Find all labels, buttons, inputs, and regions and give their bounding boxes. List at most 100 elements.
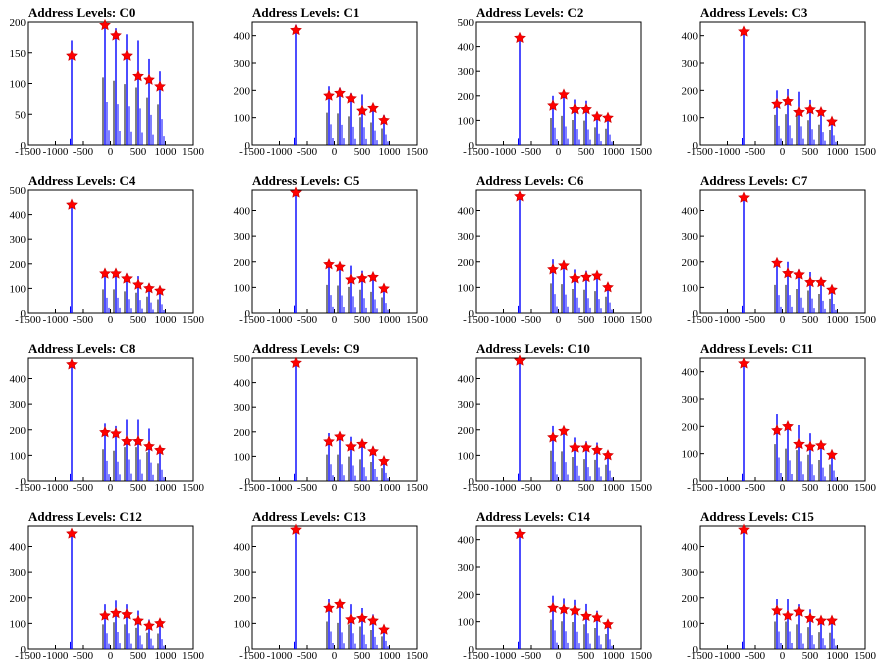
x-tick-label: -1000 <box>491 482 517 494</box>
peak-marker <box>367 101 379 114</box>
y-tick-label: 300 <box>234 402 251 414</box>
peak-marker <box>290 186 302 198</box>
y-tick-label: 0 <box>245 308 251 320</box>
y-tick-label: 100 <box>234 113 251 125</box>
plot-frame <box>699 189 866 314</box>
plot-frame <box>251 525 418 650</box>
y-tick-label: 500 <box>234 353 251 365</box>
y-tick-label: 400 <box>234 206 251 218</box>
histogram-plot: -1500 -1000 -500 0 500 1000 1500 0 100 200 300 400 <box>458 189 653 326</box>
y-tick-label: 100 <box>234 451 251 463</box>
histogram-panel: Address Levels: C2 -1500 -1000 -500 0 500 1000… <box>448 0 672 168</box>
y-tick-label: 200 <box>682 421 699 433</box>
peak-marker <box>121 608 133 620</box>
x-tick-label: 500 <box>802 482 819 494</box>
x-tick-label: -1000 <box>43 650 69 662</box>
peak-marker <box>99 426 111 438</box>
peak-marker <box>591 269 603 281</box>
x-tick-label: 500 <box>354 314 371 326</box>
peak-marker <box>547 263 559 275</box>
peak-marker <box>591 611 603 623</box>
plot-frame <box>699 525 866 650</box>
panel-title: Address Levels: C3 <box>700 5 808 20</box>
x-tick-label: -500 <box>297 482 318 494</box>
y-tick-label: 200 <box>10 593 27 605</box>
y-tick-label: 100 <box>234 618 251 630</box>
peak-marker <box>110 29 122 41</box>
y-tick-label: 200 <box>234 593 251 605</box>
peak-marker <box>738 357 750 369</box>
x-tick-label: 1000 <box>827 314 850 326</box>
y-tick-label: 0 <box>693 308 699 320</box>
plot-frame <box>27 525 194 650</box>
histogram-panel: Address Levels: C4 -1500 -1000 -500 0 500 1000… <box>0 168 224 336</box>
peak-marker <box>143 619 155 631</box>
peak-marker <box>132 614 144 626</box>
x-tick-label: 0 <box>332 482 338 494</box>
peak-marker <box>143 282 155 294</box>
y-tick-label: 200 <box>458 589 475 601</box>
x-tick-label: 1500 <box>182 482 205 494</box>
peak-marker <box>771 256 783 269</box>
x-tick-label: -1000 <box>491 146 517 158</box>
histogram-panel: Address Levels: C7 -1500 -1000 -500 0 500 1000… <box>672 168 896 336</box>
y-tick-label: 400 <box>682 206 699 218</box>
y-tick-label: 100 <box>10 450 27 462</box>
histogram-panel: Address Levels: C9 -1500 -1000 -500 0 500 1000… <box>224 336 448 504</box>
histogram-panel: Address Levels: C8 -1500 -1000 -500 0 500 1000… <box>0 336 224 504</box>
x-tick-label: 500 <box>578 314 595 326</box>
peak-marker <box>121 49 133 61</box>
y-tick-label: 100 <box>458 617 475 629</box>
x-tick-label: -500 <box>73 650 94 662</box>
peak-marker <box>110 606 122 619</box>
peak-marker <box>602 618 614 630</box>
x-tick-label: -1000 <box>267 482 293 494</box>
y-tick-label: 400 <box>458 374 475 386</box>
x-tick-label: -1000 <box>491 650 517 662</box>
y-tick-label: 200 <box>10 259 27 271</box>
x-tick-label: -500 <box>297 650 318 662</box>
y-tick-label: 200 <box>682 593 699 605</box>
peak-marker <box>345 440 357 452</box>
x-tick-label: 500 <box>802 650 819 662</box>
x-tick-label: -500 <box>745 482 766 494</box>
plot-frame <box>251 189 418 314</box>
peak-marker <box>826 283 838 295</box>
peak-marker <box>99 609 111 621</box>
histogram-plot: -1500 -1000 -500 0 500 1000 1500 0 100 200 300 400 <box>234 21 429 158</box>
peak-marker <box>782 267 794 279</box>
x-tick-label: -1500 <box>463 650 489 662</box>
x-tick-label: -1500 <box>463 146 489 158</box>
x-tick-label: 500 <box>354 482 371 494</box>
histogram-plot: -1500 -1000 -500 0 500 1000 1500 0 50 100 150 200 <box>10 17 205 158</box>
peak-marker <box>323 435 335 447</box>
x-tick-label: 1500 <box>406 314 429 326</box>
x-tick-label: 1500 <box>182 650 205 662</box>
x-tick-label: -500 <box>521 146 542 158</box>
x-tick-label: 500 <box>354 146 371 158</box>
peak-marker <box>367 445 379 457</box>
peak-marker <box>132 278 144 290</box>
y-tick-label: 300 <box>234 58 251 70</box>
peak-marker <box>793 437 805 450</box>
x-tick-label: -500 <box>73 314 94 326</box>
x-tick-label: 1500 <box>630 146 653 158</box>
x-tick-label: 1500 <box>630 482 653 494</box>
histogram-panel: Address Levels: C5 -1500 -1000 -500 0 500 1000… <box>224 168 448 336</box>
peak-marker <box>826 448 838 461</box>
x-tick-label: 1000 <box>155 314 178 326</box>
panel-title: Address Levels: C8 <box>28 341 136 356</box>
peak-marker <box>804 440 816 452</box>
x-tick-label: 1000 <box>827 146 850 158</box>
peak-marker <box>356 104 368 116</box>
peak-marker <box>602 449 614 461</box>
x-tick-label: 1000 <box>379 146 402 158</box>
y-tick-label: 200 <box>458 91 475 103</box>
peak-marker <box>356 272 368 284</box>
y-tick-label: 500 <box>458 17 475 29</box>
peak-marker <box>514 527 526 540</box>
peak-marker <box>356 437 368 450</box>
x-tick-label: 0 <box>556 482 562 494</box>
peak-marker <box>793 268 805 280</box>
